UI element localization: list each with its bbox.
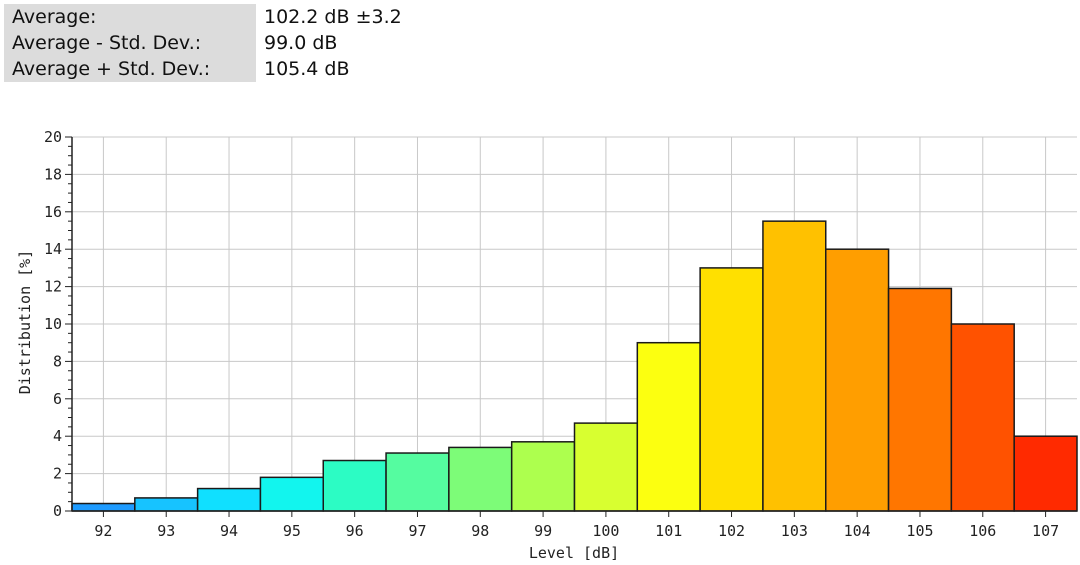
stats-value: 102.2 dB ±3.2 bbox=[256, 4, 410, 30]
bar-98 bbox=[448, 446, 513, 512]
bar-95 bbox=[259, 476, 324, 512]
x-tick-label: 94 bbox=[220, 522, 238, 540]
bar-103 bbox=[762, 220, 827, 512]
bar-107 bbox=[1013, 435, 1078, 512]
x-tick-label: 102 bbox=[718, 522, 745, 540]
bar-94 bbox=[196, 487, 262, 512]
stats-table: Average: 102.2 dB ±3.2 Average - Std. Dev.… bbox=[4, 4, 410, 82]
stats-row: Average - Std. Dev.: 99.0 dB bbox=[4, 30, 410, 56]
y-tick-label: 18 bbox=[44, 165, 62, 183]
y-axis-label: Distribution [%] bbox=[16, 250, 34, 395]
y-tick-label: 8 bbox=[53, 352, 62, 370]
bar-102 bbox=[699, 267, 764, 512]
chart-bars bbox=[71, 220, 1078, 512]
stats-label: Average + Std. Dev.: bbox=[4, 56, 256, 82]
x-tick-label: 101 bbox=[655, 522, 682, 540]
x-tick-label: 107 bbox=[1032, 522, 1059, 540]
y-tick-label: 16 bbox=[44, 203, 62, 221]
stats-value: 99.0 dB bbox=[256, 30, 410, 56]
x-tick-label: 96 bbox=[346, 522, 364, 540]
stats-row: Average + Std. Dev.: 105.4 dB bbox=[4, 56, 410, 82]
bar-105 bbox=[887, 287, 953, 512]
bar-106 bbox=[950, 323, 1015, 512]
bar-100 bbox=[573, 422, 639, 512]
x-tick-label: 95 bbox=[283, 522, 301, 540]
bar-104 bbox=[825, 248, 890, 512]
stats-label: Average - Std. Dev.: bbox=[4, 30, 256, 56]
x-tick-label: 97 bbox=[408, 522, 426, 540]
x-tick-label: 99 bbox=[534, 522, 552, 540]
y-tick-label: 12 bbox=[44, 278, 62, 296]
x-tick-label: 100 bbox=[592, 522, 619, 540]
x-tick-label: 98 bbox=[471, 522, 489, 540]
y-tick-label: 6 bbox=[53, 390, 62, 408]
bar-99 bbox=[510, 441, 576, 512]
bar-97 bbox=[385, 452, 450, 512]
stats-value: 105.4 dB bbox=[256, 56, 410, 82]
x-tick-label: 105 bbox=[906, 522, 933, 540]
distribution-chart: 0 2 4 6 8 10 12 14 16 18 20 92 93 94 95 96 97 98 99 100 101… bbox=[16, 128, 1078, 562]
bar-96 bbox=[322, 459, 387, 512]
stats-label: Average: bbox=[4, 4, 256, 30]
y-tick-label: 2 bbox=[53, 465, 62, 483]
y-tick-label: 20 bbox=[44, 128, 62, 146]
x-axis-label: Level [dB] bbox=[529, 544, 619, 562]
y-tick-label: 4 bbox=[53, 427, 62, 445]
bar-92 bbox=[71, 502, 136, 512]
y-tick-labels: 0 2 4 6 8 10 12 14 16 18 20 bbox=[44, 128, 62, 520]
y-tick-label: 10 bbox=[44, 315, 62, 333]
stats-row: Average: 102.2 dB ±3.2 bbox=[4, 4, 410, 30]
bar-93 bbox=[134, 497, 199, 512]
chart-axes bbox=[65, 136, 1077, 517]
x-tick-label: 104 bbox=[844, 522, 871, 540]
x-tick-label: 103 bbox=[781, 522, 808, 540]
y-tick-label: 14 bbox=[44, 240, 62, 258]
bar-101 bbox=[636, 341, 701, 512]
x-tick-label: 92 bbox=[94, 522, 112, 540]
x-tick-labels: 92 93 94 95 96 97 98 99 100 101 102 103 104 105 106 107 bbox=[94, 522, 1059, 540]
y-tick-label: 0 bbox=[53, 502, 62, 520]
x-tick-label: 106 bbox=[969, 522, 996, 540]
x-tick-label: 93 bbox=[157, 522, 175, 540]
